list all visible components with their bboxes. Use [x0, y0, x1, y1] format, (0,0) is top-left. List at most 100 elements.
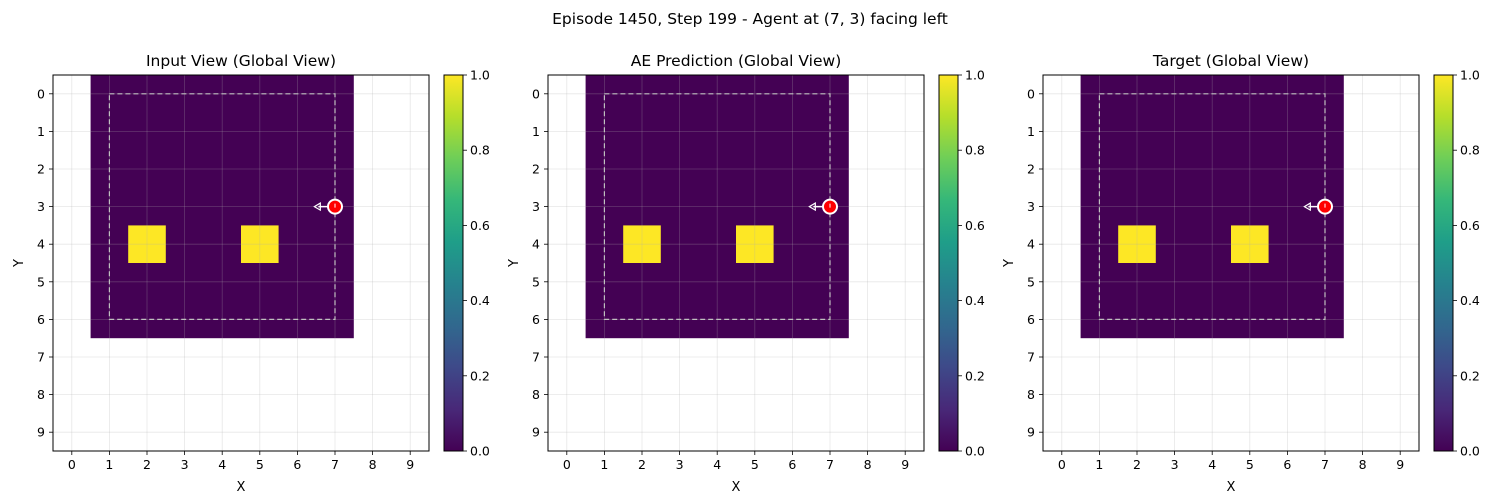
x-tick-label: 4	[1208, 457, 1216, 472]
x-tick-label: 1	[600, 457, 608, 472]
colorbar-tick-label: 0.4	[470, 293, 490, 308]
observed-region	[585, 75, 849, 339]
filled-cell	[241, 225, 279, 263]
y-tick-label: 2	[37, 162, 45, 177]
observed-region	[1080, 75, 1344, 339]
panel-title: AE Prediction (Global View)	[631, 52, 842, 70]
x-tick-label: 8	[369, 457, 377, 472]
x-tick-label: 6	[1283, 457, 1291, 472]
x-tick-label: 1	[105, 457, 113, 472]
colorbar	[938, 74, 959, 452]
colorbar-tick-label: 0.6	[965, 218, 985, 233]
y-axis-label: Y	[1002, 259, 1017, 268]
panel-2: 0 1 2 3 4 5 6 7 8 9 0 1 2 3 4 5 6 7 8 9 X Y AE Prediction (Glo…	[507, 52, 985, 495]
y-tick-label: 8	[37, 387, 45, 402]
panel-title: Target (Global View)	[1152, 52, 1309, 70]
y-axis-label: Y	[507, 259, 522, 268]
colorbar-tick-label: 0.8	[965, 143, 985, 158]
y-tick-label: 5	[1027, 274, 1035, 289]
x-tick-label: 1	[1095, 457, 1103, 472]
x-tick-label: 9	[901, 457, 909, 472]
colorbar	[1433, 74, 1454, 452]
filled-cell	[736, 225, 774, 263]
colorbar-tick-label: 0.4	[965, 293, 985, 308]
y-tick-label: 0	[37, 86, 45, 101]
panel-3: 0 1 2 3 4 5 6 7 8 9 0 1 2 3 4 5 6 7 8 9 X Y Target (Global Vie…	[1002, 52, 1480, 495]
colorbar-tick-label: 0.2	[965, 368, 985, 383]
x-tick-label: 0	[68, 457, 76, 472]
x-tick-label: 2	[1133, 457, 1141, 472]
x-tick-label: 0	[1058, 457, 1066, 472]
x-tick-label: 4	[218, 457, 226, 472]
colorbar-tick-label: 0.8	[470, 143, 490, 158]
y-tick-label: 5	[532, 274, 540, 289]
agent-direction-arrowhead	[808, 202, 816, 212]
x-tick-label: 3	[181, 457, 189, 472]
agent-direction-arrowhead	[313, 202, 321, 212]
colorbar-tick-label: 1.0	[1460, 68, 1480, 83]
x-tick-label: 7	[826, 457, 834, 472]
colorbar-tick-label: 1.0	[965, 68, 985, 83]
axes-frame	[52, 74, 430, 452]
colorbar-tick-label: 0.8	[1460, 143, 1480, 158]
y-tick-label: 1	[532, 124, 540, 139]
y-tick-label: 0	[1027, 86, 1035, 101]
y-tick-label: 8	[532, 387, 540, 402]
x-tick-label: 3	[1171, 457, 1179, 472]
y-tick-label: 3	[532, 199, 540, 214]
x-tick-label: 5	[256, 457, 264, 472]
y-tick-label: 7	[1027, 350, 1035, 365]
y-tick-label: 2	[1027, 162, 1035, 177]
y-tick-label: 1	[37, 124, 45, 139]
colorbar-tick-label: 0.2	[470, 368, 490, 383]
x-tick-label: 8	[1359, 457, 1367, 472]
x-axis-label: X	[237, 480, 246, 495]
y-tick-label: 5	[37, 274, 45, 289]
y-tick-label: 6	[1027, 312, 1035, 327]
filled-cell	[623, 225, 661, 263]
x-tick-label: 8	[864, 457, 872, 472]
colorbar-tick-label: 0.0	[1460, 444, 1480, 459]
x-tick-label: 5	[1246, 457, 1254, 472]
x-tick-label: 9	[406, 457, 414, 472]
x-tick-label: 9	[1396, 457, 1404, 472]
panel-1: 0 1 2 3 4 5 6 7 8 9 0 1 2 3 4 5 6 7 8 9 X Y Input View (Global…	[12, 52, 490, 495]
colorbar-tick-label: 0.0	[965, 444, 985, 459]
colorbar	[443, 74, 464, 452]
y-axis-label: Y	[12, 259, 27, 268]
y-tick-label: 3	[37, 199, 45, 214]
x-tick-label: 5	[751, 457, 759, 472]
y-tick-label: 3	[1027, 199, 1035, 214]
y-tick-label: 2	[532, 162, 540, 177]
filled-cell	[1118, 225, 1156, 263]
colorbar-tick-label: 0.6	[1460, 218, 1480, 233]
x-tick-label: 0	[563, 457, 571, 472]
observed-region	[90, 75, 354, 339]
y-tick-label: 4	[1027, 237, 1035, 252]
x-tick-label: 2	[638, 457, 646, 472]
x-tick-label: 6	[293, 457, 301, 472]
filled-cell	[128, 225, 166, 263]
colorbar-tick-label: 0.4	[1460, 293, 1480, 308]
x-axis-label: X	[732, 480, 741, 495]
colorbar-tick-label: 0.6	[470, 218, 490, 233]
x-tick-label: 4	[713, 457, 721, 472]
x-tick-label: 3	[676, 457, 684, 472]
axes-frame	[1042, 74, 1420, 452]
x-axis-label: X	[1227, 480, 1236, 495]
y-tick-label: 1	[1027, 124, 1035, 139]
x-tick-label: 7	[1321, 457, 1329, 472]
figure-title: Episode 1450, Step 199 - Agent at (7, 3)…	[552, 10, 948, 28]
colorbar-tick-label: 0.2	[1460, 368, 1480, 383]
y-tick-label: 6	[37, 312, 45, 327]
colorbar-tick-label: 1.0	[470, 68, 490, 83]
y-tick-label: 7	[532, 350, 540, 365]
y-tick-label: 7	[37, 350, 45, 365]
filled-cell	[1231, 225, 1269, 263]
agent-direction-arrowhead	[1303, 202, 1311, 212]
y-tick-label: 6	[532, 312, 540, 327]
y-tick-label: 9	[1027, 425, 1035, 440]
y-tick-label: 4	[532, 237, 540, 252]
x-tick-label: 2	[143, 457, 151, 472]
